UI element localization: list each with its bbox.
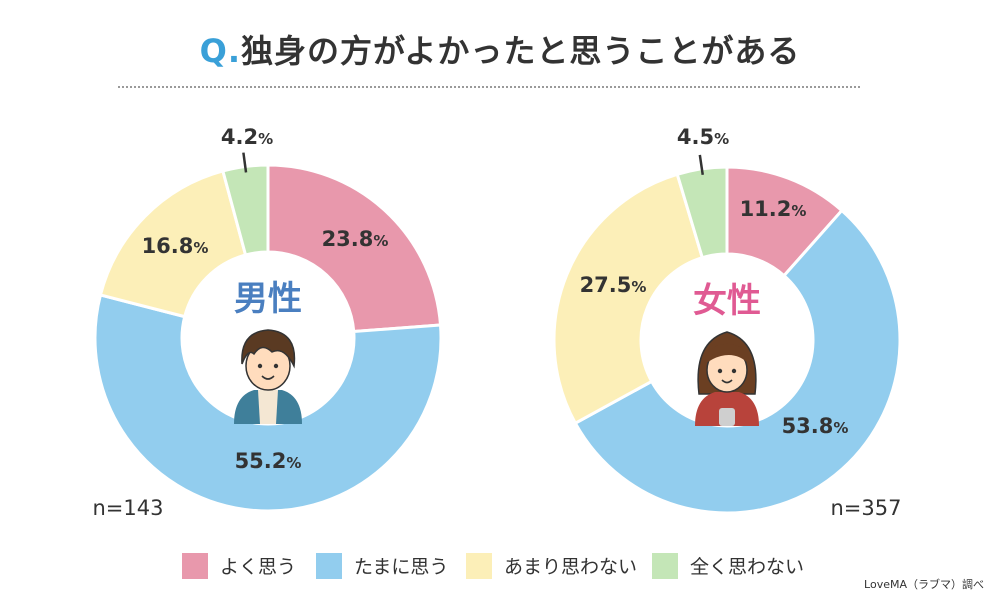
source-note: LoveMA（ラブマ）調べ <box>864 578 984 591</box>
sample-size-label: n=357 <box>831 496 902 520</box>
legend: よく思う たまに思う あまり思わない 全く思わない <box>0 552 1000 582</box>
slice-value-label: 16.8% <box>142 234 209 258</box>
slice-value-unit: % <box>833 419 848 437</box>
person-shirt <box>258 390 278 424</box>
legend-item-rarely: あまり思わない <box>466 552 637 579</box>
slice-value-unit: % <box>373 232 388 250</box>
title-divider <box>118 86 860 88</box>
person-eye <box>731 368 737 374</box>
donut-slice <box>266 163 443 334</box>
person-hair <box>241 329 296 369</box>
person-mouth <box>721 379 733 384</box>
legend-swatch <box>316 552 342 579</box>
donut-title: 男性 <box>234 279 302 319</box>
slice-value-unit: % <box>193 239 208 257</box>
male-person-icon <box>234 329 302 424</box>
legend-item-never: 全く思わない <box>652 552 804 579</box>
legend-label: 全く思わない <box>690 556 805 578</box>
female-person-icon <box>695 331 759 426</box>
legend-label: よく思う <box>220 556 297 578</box>
legend-label: あまり思わない <box>504 556 638 578</box>
legend-item-often: よく思う <box>182 552 296 579</box>
legend-swatch <box>466 552 492 579</box>
slice-value-unit: % <box>714 130 729 148</box>
person-bangs <box>705 343 749 364</box>
slice-value-unit: % <box>631 278 646 296</box>
legend-swatch <box>652 552 678 579</box>
title-prefix: Q. <box>199 32 241 70</box>
person-mouth <box>261 375 275 380</box>
slice-value-unit: % <box>258 130 273 148</box>
leader-line <box>698 154 704 175</box>
donut-female: 11.2%53.8%27.5%4.5%女性n=357 <box>552 125 902 520</box>
chart-title: Q.独身の方がよかったと思うことがある <box>0 26 1000 72</box>
donut-title: 女性 <box>693 281 761 321</box>
slice-value-unit: % <box>286 454 301 472</box>
donut-slice <box>98 169 248 319</box>
title-text: 独身の方がよかったと思うことがある <box>240 32 801 70</box>
legend-label: たまに思う <box>354 556 449 578</box>
legend-swatch <box>182 552 208 579</box>
sample-size-label: n=143 <box>93 496 164 520</box>
donut-slice <box>552 172 705 426</box>
person-eye <box>273 363 279 369</box>
slice-value-label: 4.2% <box>221 125 273 149</box>
leader-line <box>242 152 248 173</box>
donut-male: 23.8%55.2%16.8%4.2%男性n=143 <box>93 125 443 520</box>
slice-value-unit: % <box>791 202 806 220</box>
person-eye <box>717 368 723 374</box>
donut-slice <box>675 165 729 260</box>
donut-slice <box>573 208 902 515</box>
donut-slice <box>221 163 270 257</box>
slice-value-label: 4.5% <box>677 125 729 149</box>
person-eye <box>257 363 263 369</box>
legend-item-sometimes: たまに思う <box>316 552 448 579</box>
person-bag <box>719 408 735 426</box>
